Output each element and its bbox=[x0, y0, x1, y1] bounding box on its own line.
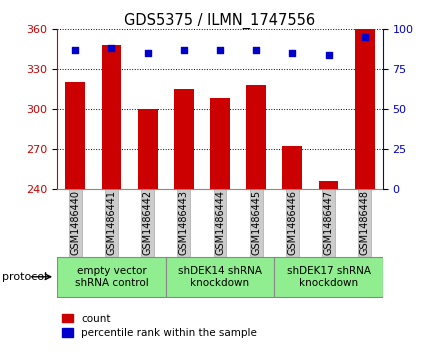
Point bbox=[180, 47, 187, 53]
Point bbox=[325, 52, 332, 57]
Text: empty vector
shRNA control: empty vector shRNA control bbox=[75, 266, 148, 287]
Text: shDEK17 shRNA
knockdown: shDEK17 shRNA knockdown bbox=[286, 266, 370, 287]
Bar bbox=[166, 257, 274, 297]
Bar bbox=[319, 181, 338, 189]
Legend: count, percentile rank within the sample: count, percentile rank within the sample bbox=[62, 314, 257, 338]
Point bbox=[72, 47, 79, 53]
Bar bbox=[274, 257, 383, 297]
Text: GDS5375 / ILMN_1747556: GDS5375 / ILMN_1747556 bbox=[125, 13, 315, 29]
Point bbox=[361, 34, 368, 40]
Bar bbox=[355, 29, 375, 189]
Text: protocol: protocol bbox=[2, 272, 48, 282]
Bar bbox=[246, 85, 266, 189]
Bar bbox=[138, 109, 158, 189]
Point bbox=[216, 47, 224, 53]
Bar bbox=[174, 89, 194, 189]
Bar bbox=[102, 45, 121, 189]
Bar bbox=[210, 98, 230, 189]
Point bbox=[289, 50, 296, 56]
Bar bbox=[282, 146, 302, 189]
Point bbox=[253, 47, 260, 53]
Text: shDEK14 shRNA
knockdown: shDEK14 shRNA knockdown bbox=[178, 266, 262, 287]
Bar bbox=[57, 257, 166, 297]
Bar bbox=[66, 82, 85, 189]
Point bbox=[144, 50, 151, 56]
Point bbox=[108, 45, 115, 51]
